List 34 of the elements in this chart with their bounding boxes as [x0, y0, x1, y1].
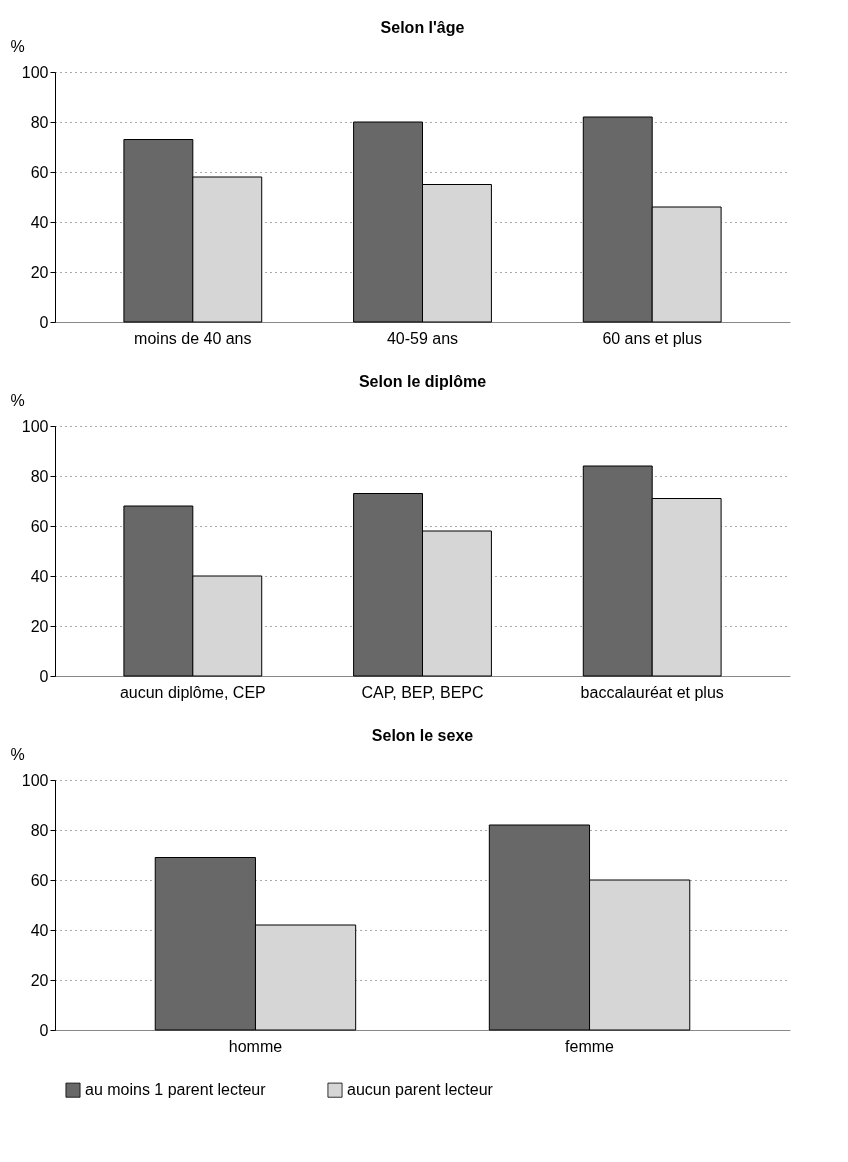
y-tick-label: 0 — [39, 1021, 49, 1039]
y-axis-title: % — [10, 391, 25, 409]
y-tick-label: 60 — [30, 871, 49, 889]
y-tick-label: 20 — [30, 263, 49, 281]
x-tick-label: CAP, BEP, BEPC — [361, 683, 484, 701]
y-tick-label: 0 — [39, 667, 49, 685]
y-tick-label: 40 — [30, 213, 49, 231]
y-tick-label: 0 — [39, 313, 49, 331]
y-tick-label: 60 — [30, 517, 49, 535]
x-tick-label: homme — [228, 1037, 283, 1055]
chart-title: Selon le sexe — [371, 727, 474, 744]
y-tick-label: 60 — [30, 163, 49, 181]
x-tick-label: moins de 40 ans — [134, 329, 252, 347]
x-tick-label: 60 ans et plus — [602, 329, 702, 347]
x-tick-label: aucun diplôme, CEP — [119, 683, 266, 701]
y-tick-label: 40 — [30, 921, 49, 939]
y-tick-label: 100 — [21, 63, 49, 81]
y-tick-label: 80 — [30, 113, 49, 131]
chart-title: Selon le diplôme — [358, 373, 487, 390]
y-tick-label: 100 — [21, 417, 49, 435]
y-axis-title: % — [10, 37, 25, 55]
chart-title: Selon l'âge — [380, 19, 465, 36]
y-tick-label: 40 — [30, 567, 49, 585]
x-tick-label: baccalauréat et plus — [580, 683, 724, 701]
y-tick-label: 100 — [21, 771, 49, 789]
x-tick-label: 40-59 ans — [386, 329, 459, 347]
x-tick-label: femme — [565, 1037, 615, 1055]
y-tick-label: 80 — [30, 821, 49, 839]
y-tick-label: 80 — [30, 467, 49, 485]
y-axis-title: % — [10, 745, 25, 763]
y-tick-label: 20 — [30, 971, 49, 989]
legend-label: aucun parent lecteur — [347, 1081, 494, 1099]
legend-label: au moins 1 parent lecteur — [85, 1081, 267, 1099]
y-tick-label: 20 — [30, 617, 49, 635]
